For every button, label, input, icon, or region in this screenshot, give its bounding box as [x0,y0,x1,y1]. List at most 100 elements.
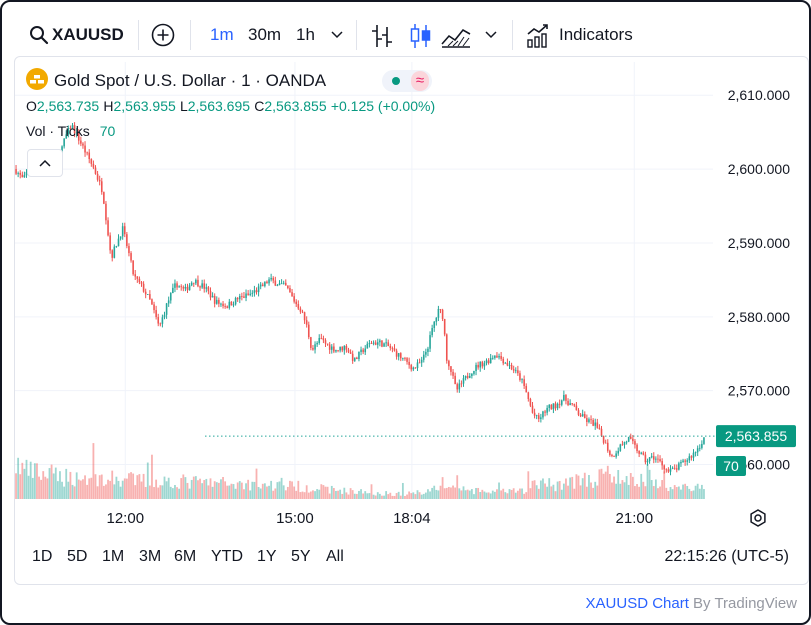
range-1m-button[interactable]: 1M [102,548,125,565]
volume-bar [506,493,509,499]
volume-bar [667,491,670,499]
candle-body [65,134,68,139]
candle-body [703,437,705,444]
volume-bar [657,488,659,499]
symbol-chart-link[interactable]: XAUUSD Chart [585,595,689,612]
price-tick-label: 2,600.000 [728,161,790,177]
timezone-clock[interactable]: 22:15:26 (UTC-5) [664,548,790,565]
volume-bar [109,480,112,499]
bar-chart-type-icon[interactable] [370,22,394,50]
volume-bar [56,481,59,499]
candles [15,122,705,476]
volume-bar [422,493,425,499]
candle-body [307,324,310,338]
volume-bar [23,468,26,499]
settings-icon[interactable] [748,508,768,528]
candle-body [445,334,448,361]
volume-bar [213,481,216,499]
candle-body [431,327,433,336]
candle-body [540,417,542,419]
volume-bar [378,493,381,499]
candle-body [504,362,507,364]
candle-body [381,340,383,347]
volume-bar [194,476,197,499]
candle-body [291,292,293,297]
candle-body [88,152,91,160]
interval-1h-button[interactable]: 1h [296,25,315,44]
area-chart-type-icon[interactable] [440,22,472,50]
range-1d-button[interactable]: 1D [32,548,53,565]
candle-body [25,172,28,176]
candle-body [284,282,287,286]
symbol-search-button[interactable]: XAUUSD [52,25,124,44]
volume-bar [464,490,467,499]
volume-bar [408,491,411,499]
close-value: 2,563.855 [264,98,327,114]
volume-bar [324,486,327,499]
range-5y-button[interactable]: 5Y [291,548,311,565]
collapse-legend-button[interactable] [27,149,63,177]
volume-bar [387,494,390,499]
tradingview-credit[interactable]: By TradingView [693,595,797,612]
symbol-title[interactable]: Gold Spot / U.S. Dollar · 1 · OANDA [54,71,327,90]
volume-bar [698,488,701,499]
range-1y-button[interactable]: 1Y [257,548,277,565]
volume-bar [163,476,166,499]
volume-bar [36,463,38,499]
volume-bar [519,488,521,499]
volume-bar [276,482,279,499]
volume-bar [598,469,601,499]
range-6m-button[interactable]: 6M [174,548,197,565]
candle-body [569,403,571,406]
volume-bar [128,473,130,499]
volume-bar [585,486,588,499]
indicators-icon[interactable] [526,22,552,50]
candle-body [347,349,350,353]
market-status-pill[interactable]: ≈ [382,70,432,92]
volume-bar [424,492,427,499]
candle-body [335,350,337,352]
volume-bar [487,492,490,499]
candle-body [103,192,105,204]
candle-body [328,344,331,350]
candle-body [537,415,540,419]
volume-bar [289,480,291,499]
compare-add-icon[interactable] [151,23,175,47]
interval-30m-button[interactable]: 30m [248,25,282,44]
candle-body [211,295,214,298]
candles-chart-type-icon[interactable] [408,22,432,50]
volume-bar [562,483,565,499]
volume-label[interactable]: Vol · Ticks [26,123,90,139]
indicators-button[interactable]: Indicators [559,25,633,44]
candle-body [109,235,111,251]
volume-bar [286,486,289,499]
volume-bar [50,464,53,499]
range-3m-button[interactable]: 3M [139,548,162,565]
volume-bar [280,477,283,499]
candle-body [142,283,145,292]
volume-bar [238,481,241,499]
range-ytd-button[interactable]: YTD [211,548,243,565]
candle-body [686,460,689,462]
volume-bar [293,486,296,499]
volume-bar [274,488,277,499]
low-value: 2,563.695 [187,98,251,114]
candle-body [111,250,114,258]
volume-bar [627,484,630,499]
chevron-down-icon[interactable] [331,30,343,40]
volume-bar [232,484,235,499]
candle-body [510,364,513,370]
candle-body [134,274,137,277]
candle-body [634,441,636,445]
range-5d-button[interactable]: 5D [67,548,88,565]
volume-bar [330,485,333,499]
volume-bar [345,492,348,499]
interval-1m-button[interactable]: 1m [210,25,234,44]
search-icon[interactable] [29,25,49,45]
chevron-down-icon[interactable] [485,30,497,40]
volume-bar [111,470,114,499]
candle-body [236,297,239,300]
range-all-button[interactable]: All [326,548,344,565]
candle-body [337,350,339,351]
